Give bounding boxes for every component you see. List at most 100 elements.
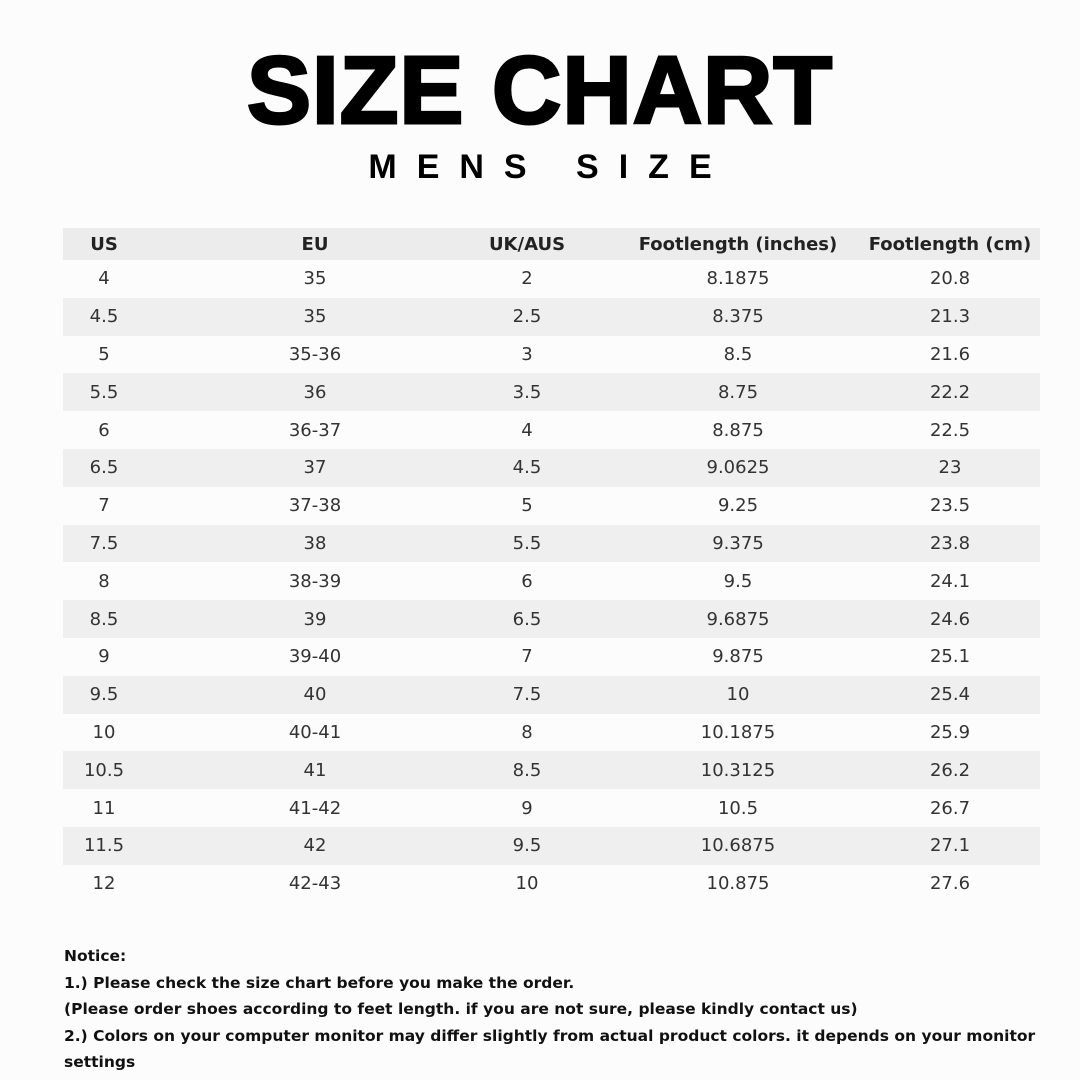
title: SIZE CHART [246,36,834,146]
table-cell: 5 [521,495,533,517]
table-cell: 35 [303,306,327,328]
table-row: 10.5 41 8.5 10.3125 26.2 [63,751,1040,790]
table-cell: 9.375 [712,532,764,554]
table-cell: 26.2 [929,759,971,781]
table-row: 6.5 37 4.5 9.0625 23 [63,448,1040,487]
table-row: 7.5 38 5.5 9.375 23.8 [63,524,1040,563]
table-cell: 40 [303,684,327,706]
table-cell: 9.5 [512,835,542,857]
table-cell: 4.5 [512,457,542,479]
table-cell: 10.1875 [700,721,776,743]
table-row: 4 35 2 8.1875 20.8 [63,260,1040,298]
table-cell: 42-43 [288,873,342,895]
table-cell: 36-37 [288,419,342,441]
header-row: US EU UK/AUS Footlength (inches) Footlength … [63,228,1040,260]
table-cell: 25.1 [929,646,971,668]
notice-line: 2.) Colors on your computer monitor may … [64,1026,1036,1072]
table-cell: 6 [521,570,533,592]
table-cell: 39-40 [288,646,342,668]
table-cell: 9 [521,797,533,819]
table-cell: 7.5 [512,684,542,706]
table-cell: 39 [303,608,327,630]
table-cell: 10.875 [706,873,770,895]
table-cell: 5.5 [89,381,119,403]
column-header: Footlength (inches) [638,233,838,255]
table-cell: 10 [726,684,750,706]
table-row: 11 41-42 9 10.5 26.7 [63,789,1040,827]
table-row: 5 35-36 3 8.5 21.6 [63,336,1040,374]
table-cell: 2.5 [512,306,542,328]
column-header: EU [301,233,329,255]
table-row: 10 40-41 8 10.1875 25.9 [63,714,1040,752]
table-cell: 12 [92,873,116,895]
table-cell: 6.5 [512,608,542,630]
table-cell: 25.4 [929,684,971,706]
table-row: 9 39-40 7 9.875 25.1 [63,638,1040,676]
table-cell: 23.5 [929,495,971,517]
table-cell: 41-42 [288,797,342,819]
table-cell: 27.1 [929,835,971,857]
column-header: UK/AUS [488,233,566,255]
table-cell: 40-41 [288,721,342,743]
notice: Notice: 1.) Please check the size chart … [64,943,1080,1076]
table-cell: 11 [92,797,116,819]
table-cell: 8.375 [712,306,764,328]
table-cell: 8.75 [717,381,759,403]
table-cell: 8.1875 [706,268,770,290]
table-cell: 5 [98,343,110,365]
table-cell: 37-38 [288,495,342,517]
table-cell: 7.5 [89,532,119,554]
notice-line: (Please order shoes according to feet le… [64,1000,858,1018]
table-cell: 5.5 [512,532,542,554]
subtitle: MENS SIZE [368,148,732,186]
table-cell: 9.5 [89,684,119,706]
column-header: Footlength (cm) [868,233,1032,255]
table-cell: 2 [521,268,533,290]
column-header: US [90,233,118,255]
table-cell: 20.8 [929,268,971,290]
table-cell: 9.5 [723,570,753,592]
table-cell: 6.5 [89,457,119,479]
table-cell: 9.6875 [706,608,770,630]
table-cell: 4 [98,268,110,290]
table-cell: 21.3 [929,306,971,328]
table-cell: 23 [938,457,962,479]
table-cell: 10.5 [717,797,759,819]
table-cell: 24.1 [929,570,971,592]
table-cell: 10 [92,721,116,743]
table-cell: 9.25 [717,495,759,517]
notice-line: 1.) Please check the size chart before y… [64,973,575,992]
table-cell: 38-39 [288,570,342,592]
table-cell: 35-36 [288,343,342,365]
table-cell: 24.6 [929,608,971,630]
table-cell: 9.0625 [706,457,770,479]
table-cell: 3.5 [512,381,542,403]
table-cell: 8 [98,570,110,592]
table-cell: 3 [521,343,533,365]
table-row: 8.5 39 6.5 9.6875 24.6 [63,600,1040,638]
table-row: 11.5 42 9.5 10.6875 27.1 [63,826,1040,865]
table-cell: 9.875 [712,646,764,668]
table-cell: 4.5 [89,306,119,328]
table-cell: 7 [521,646,533,668]
table-row: 7 37-38 5 9.25 23.5 [63,487,1040,525]
table-cell: 42 [303,835,327,857]
table-cell: 6 [98,419,110,441]
table-row: 6 36-37 4 8.875 22.5 [63,411,1040,449]
table-cell: 38 [303,532,327,554]
table-cell: 25.9 [929,721,971,743]
table-cell: 10.6875 [700,835,776,857]
table-cell: 37 [303,457,327,479]
table-cell: 36 [303,381,327,403]
table-cell: 23.8 [929,532,971,554]
table-cell: 8.5 [723,343,753,365]
table-cell: 27.6 [929,873,971,895]
size-table: US EU UK/AUS Footlength (inches) Footlength … [63,228,1040,903]
table-row: 9.5 40 7.5 10 25.4 [63,675,1040,714]
table-row: 4.5 35 2.5 8.375 21.3 [63,297,1040,336]
table-cell: 10 [515,873,539,895]
table-row: 5.5 36 3.5 8.75 22.2 [63,373,1040,412]
table-cell: 26.7 [929,797,971,819]
table-cell: 8 [521,721,533,743]
